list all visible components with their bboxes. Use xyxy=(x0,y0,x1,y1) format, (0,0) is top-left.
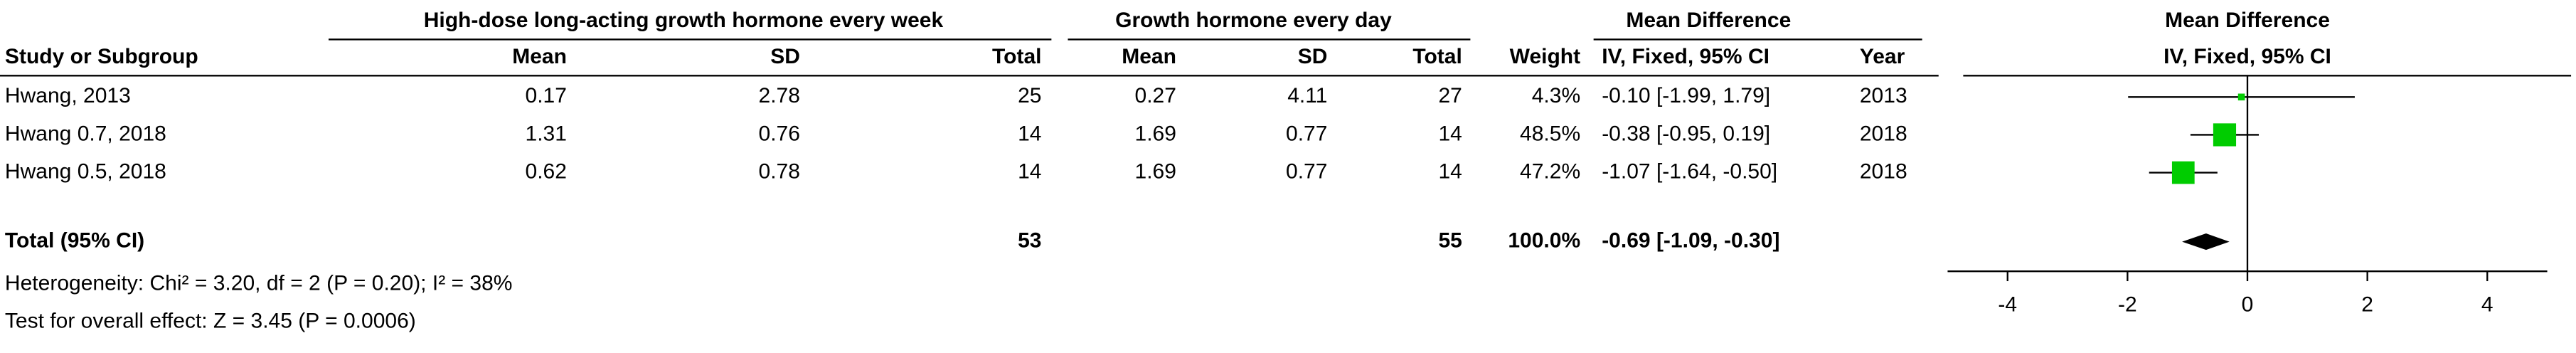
column-header: Study or Subgroup xyxy=(5,45,198,68)
cell: 0.17 xyxy=(526,84,567,107)
total-cell: 53 xyxy=(1018,229,1041,253)
x-tick-label: 0 xyxy=(2242,293,2254,317)
cell: 2013 xyxy=(1860,84,1907,107)
total-cell: Total (95% CI) xyxy=(5,229,144,253)
cell: Hwang, 2013 xyxy=(5,84,131,107)
cell: Hwang 0.7, 2018 xyxy=(5,122,166,145)
x-tick-label: -4 xyxy=(1998,293,2017,317)
column-header: IV, Fixed, 95% CI xyxy=(1602,45,1769,68)
cell: 47.2% xyxy=(1520,160,1580,184)
cell: 1.31 xyxy=(526,122,567,145)
cell: 0.77 xyxy=(1286,160,1327,184)
total-diamond xyxy=(2182,233,2230,251)
cell: 0.27 xyxy=(1135,84,1176,107)
cell: Hwang 0.5, 2018 xyxy=(5,160,166,184)
column-header: SD xyxy=(1298,45,1328,68)
cell: -0.10 [-1.99, 1.79] xyxy=(1602,84,1770,107)
group-header: Growth hormone every day xyxy=(1115,9,1392,32)
cell: 14 xyxy=(1438,122,1462,145)
heterogeneity: Heterogeneity: Chi² = 3.20, df = 2 (P = … xyxy=(5,272,513,295)
cell: 27 xyxy=(1438,84,1462,107)
cell: 14 xyxy=(1438,160,1462,184)
cell: 0.78 xyxy=(759,160,800,184)
effect-square xyxy=(2213,123,2237,147)
group-header: High-dose long-acting growth hormone eve… xyxy=(424,9,944,32)
cell: 2018 xyxy=(1860,160,1907,184)
cell: 2018 xyxy=(1860,122,1907,145)
column-header: Total xyxy=(1412,45,1462,68)
cell: -1.07 [-1.64, -0.50] xyxy=(1602,160,1777,184)
cell: 14 xyxy=(1018,122,1041,145)
plot-header: Mean Difference xyxy=(2165,9,2330,32)
cell: 48.5% xyxy=(1520,122,1580,145)
cell: 0.62 xyxy=(526,160,567,184)
cell: 1.69 xyxy=(1135,122,1176,145)
overall-effect: Test for overall effect: Z = 3.45 (P = 0… xyxy=(5,310,416,333)
cell: 4.11 xyxy=(1287,84,1327,107)
x-tick-label: 4 xyxy=(2481,293,2493,317)
effect-square xyxy=(2237,93,2245,101)
x-tick-label: 2 xyxy=(2361,293,2373,317)
total-cell: 100.0% xyxy=(1508,229,1580,253)
column-header: SD xyxy=(770,45,800,68)
cell: 0.77 xyxy=(1286,122,1327,145)
plot-subheader: IV, Fixed, 95% CI xyxy=(2163,45,2331,68)
column-header: Mean xyxy=(1122,45,1176,68)
x-tick-label: -2 xyxy=(2118,293,2137,317)
cell: 4.3% xyxy=(1532,84,1580,107)
effect-square xyxy=(2171,161,2195,184)
column-header: Mean xyxy=(512,45,567,68)
cell: 2.78 xyxy=(759,84,800,107)
total-cell: -0.69 [-1.09, -0.30] xyxy=(1602,229,1779,253)
column-header: Year xyxy=(1860,45,1905,68)
total-cell: 55 xyxy=(1438,229,1462,253)
column-header: Total xyxy=(992,45,1041,68)
cell: 0.76 xyxy=(759,122,800,145)
cell: -0.38 [-0.95, 0.19] xyxy=(1602,122,1770,145)
cell: 25 xyxy=(1018,84,1041,107)
md-header: Mean Difference xyxy=(1626,9,1791,32)
cell: 1.69 xyxy=(1135,160,1176,184)
column-header: Weight xyxy=(1510,45,1581,68)
cell: 14 xyxy=(1018,160,1041,184)
